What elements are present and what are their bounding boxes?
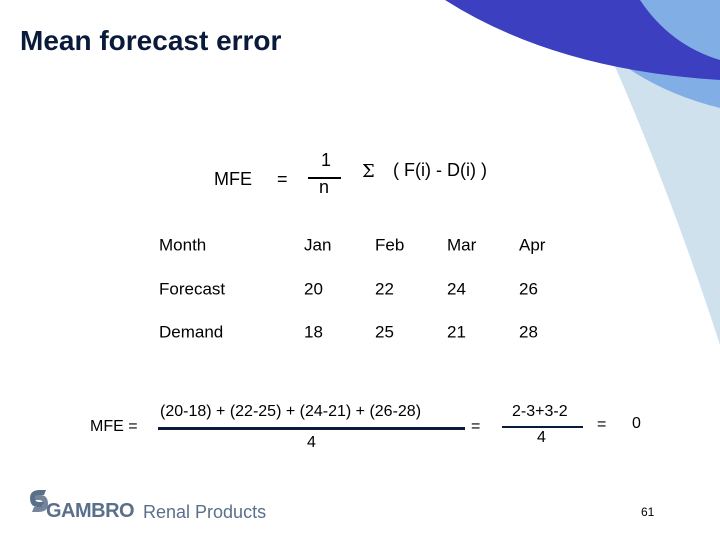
table-cell: 21 [447, 322, 466, 342]
logo-icon [30, 490, 48, 512]
calc-fraction-bar [158, 427, 465, 430]
formula-sigma: Σ [362, 161, 375, 182]
calc-denominator-2: 4 [537, 429, 546, 446]
fraction-bar [308, 177, 341, 179]
calc-equals: = [471, 418, 481, 435]
table-cell: Apr [519, 235, 546, 255]
slide-title: Mean forecast error [20, 25, 282, 56]
calc-result: 0 [632, 415, 641, 432]
calc-equals-2: = [597, 416, 607, 433]
logo-brand: GAMBRO [46, 500, 135, 522]
dark-arc [445, 0, 720, 80]
table-cell: 18 [304, 322, 323, 342]
row-header: Demand [159, 322, 224, 342]
table-cell: 26 [519, 279, 538, 299]
table-cell: 20 [304, 279, 323, 299]
formula-term: ( F(i) - D(i) ) [393, 160, 487, 180]
calc-lhs: MFE = [90, 418, 138, 435]
calc-numerator-2: 2-3+3-2 [512, 403, 568, 420]
table-cell: Mar [447, 235, 477, 255]
table-cell: Feb [375, 235, 405, 255]
calc-denominator: 4 [307, 434, 316, 451]
formula-denominator: n [319, 177, 330, 197]
table-cell: 28 [519, 322, 538, 342]
formula-equals: = [277, 169, 288, 189]
calc-numerator: (20-18) + (22-25) + (24-21) + (26-28) [160, 403, 422, 420]
calc-fraction-bar-2 [502, 426, 583, 428]
table-cell: 25 [375, 322, 394, 342]
table-cell: 24 [447, 279, 466, 299]
row-header: Month [159, 235, 207, 255]
table-cell: Jan [304, 235, 332, 255]
table-cell: 22 [375, 279, 394, 299]
logo-product: Renal Products [143, 502, 267, 522]
formula-numerator: 1 [321, 150, 332, 170]
row-header: Forecast [159, 279, 226, 299]
formula-lhs: MFE [214, 169, 252, 189]
page-number: 61 [641, 505, 655, 519]
